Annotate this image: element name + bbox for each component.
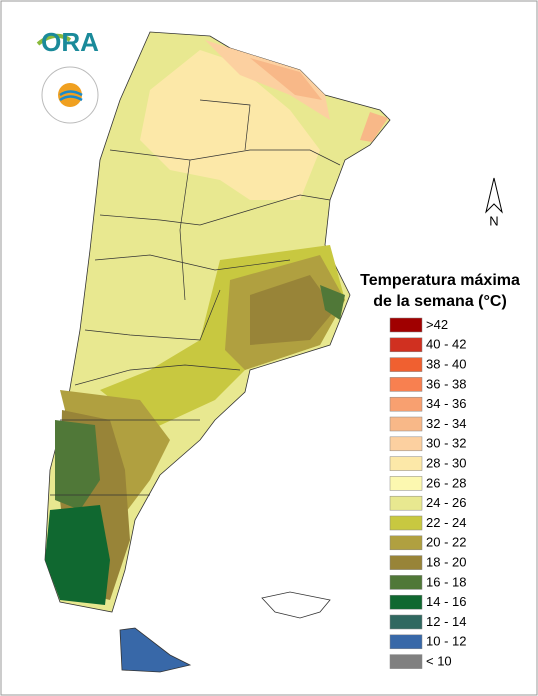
legend-title: de la semana (°C)	[373, 293, 507, 310]
legend-title: Temperatura máxima	[360, 272, 520, 289]
legend-label: 34 - 36	[426, 396, 466, 411]
legend-label: 14 - 16	[426, 594, 466, 609]
map	[44, 31, 391, 673]
legend-label: >42	[426, 317, 448, 332]
zone-16-18	[55, 285, 345, 510]
legend-label: 28 - 30	[426, 456, 466, 471]
zone-32-34	[250, 58, 388, 142]
legend-label: 40 - 42	[426, 337, 466, 352]
legend-label: 22 - 24	[426, 515, 466, 530]
legend-swatch	[389, 357, 423, 372]
legend-swatch	[389, 396, 423, 412]
legend-swatch	[389, 594, 423, 610]
tierra-del-fuego	[119, 627, 192, 673]
province-borders	[50, 99, 341, 496]
legend-swatch	[389, 337, 423, 353]
legend-swatch	[389, 416, 423, 432]
legend-label: 18 - 20	[426, 555, 466, 570]
zone-28-30	[140, 50, 320, 200]
legend-swatch	[389, 634, 423, 650]
legend-swatch	[389, 575, 423, 590]
legend-swatch	[389, 495, 423, 511]
legend-label: 10 - 12	[426, 634, 466, 649]
legend-label: 20 - 22	[426, 535, 466, 550]
north-label: N	[489, 213, 498, 228]
seal-waves	[59, 90, 83, 102]
legend: Temperatura máxima de la semana (°C) >42…	[360, 272, 520, 669]
north-arrow: N	[485, 177, 503, 228]
legend-swatch	[389, 535, 423, 551]
legend-label: 38 - 40	[426, 357, 466, 372]
zone-14-16	[45, 505, 110, 605]
legend-swatch	[389, 456, 423, 471]
seal-center	[58, 83, 82, 107]
falkland-islands	[261, 591, 331, 619]
legend-label: 16 - 18	[426, 574, 466, 589]
legend-label: 32 - 34	[426, 416, 466, 431]
arrow	[485, 177, 503, 214]
logo-text: ORA	[41, 27, 99, 57]
legend-swatch	[389, 614, 423, 630]
legend-swatch	[389, 476, 423, 491]
legend-swatch	[389, 436, 423, 452]
logo-swoosh	[36, 33, 72, 46]
legend-label: 12 - 14	[426, 614, 466, 629]
legend-label: 36 - 38	[426, 376, 466, 391]
legend-label: 30 - 32	[426, 436, 466, 451]
legend-label: 26 - 28	[426, 475, 466, 490]
logo: ORA	[36, 27, 99, 124]
legend-swatch	[389, 377, 423, 392]
legend-label: 24 - 26	[426, 495, 466, 510]
legend-swatch	[389, 515, 423, 531]
legend-swatch	[389, 317, 423, 333]
legend-swatch	[389, 555, 423, 570]
zone-30-32	[205, 40, 330, 120]
legend-label: < 10	[426, 654, 452, 669]
legend-swatch	[389, 654, 423, 669]
